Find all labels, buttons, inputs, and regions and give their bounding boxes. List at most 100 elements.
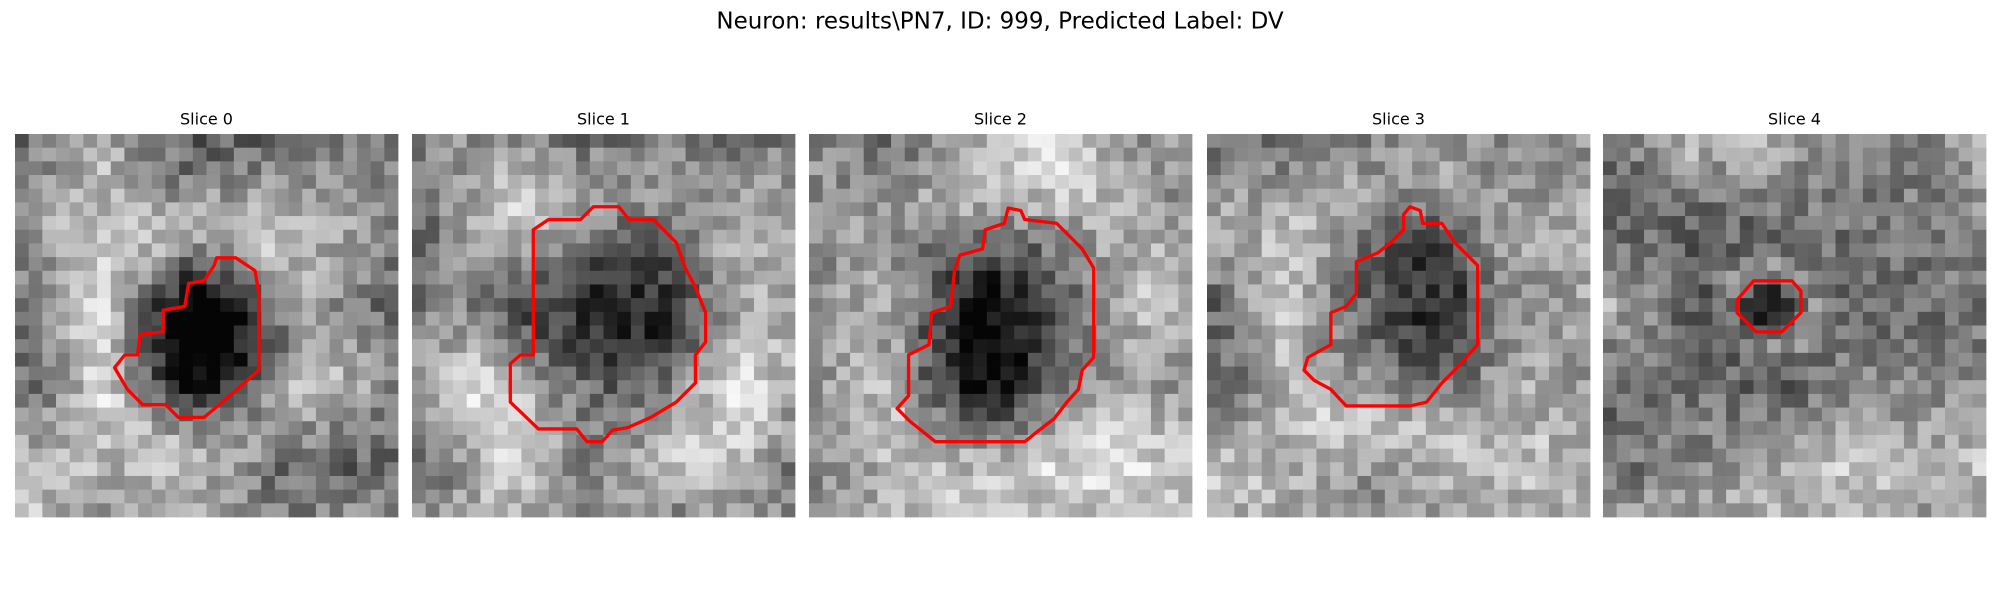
pixel bbox=[726, 339, 741, 354]
pixel bbox=[1055, 475, 1070, 491]
pixel bbox=[1698, 434, 1713, 449]
pixel bbox=[384, 202, 399, 217]
pixel bbox=[1753, 257, 1768, 272]
pixel bbox=[1234, 448, 1249, 463]
pixel bbox=[1055, 147, 1070, 162]
pixel bbox=[1862, 188, 1877, 203]
pixel bbox=[617, 393, 632, 408]
pixel bbox=[494, 216, 509, 231]
pixel bbox=[932, 325, 947, 340]
pixel bbox=[1972, 325, 1987, 340]
pixel bbox=[439, 257, 454, 272]
pixel bbox=[1576, 421, 1591, 436]
pixel bbox=[932, 380, 947, 395]
pixel bbox=[343, 475, 358, 491]
pixel bbox=[1109, 366, 1124, 381]
pixel bbox=[562, 175, 577, 190]
pixel bbox=[1944, 202, 1960, 217]
pixel bbox=[904, 161, 919, 176]
pixel bbox=[918, 380, 933, 395]
pixel bbox=[206, 448, 221, 463]
pixel bbox=[589, 161, 604, 176]
pixel bbox=[56, 229, 71, 244]
pixel bbox=[836, 257, 851, 272]
pixel bbox=[356, 229, 372, 244]
pixel bbox=[1712, 325, 1727, 340]
pixel bbox=[576, 161, 591, 176]
pixel bbox=[1616, 311, 1631, 326]
pixel bbox=[206, 188, 221, 203]
pixel bbox=[781, 489, 796, 504]
pixel bbox=[1164, 270, 1179, 285]
pixel bbox=[945, 175, 960, 190]
pixel bbox=[412, 421, 427, 436]
pixel bbox=[110, 489, 125, 504]
pixel bbox=[138, 243, 153, 258]
pixel bbox=[1698, 352, 1713, 367]
pixel bbox=[1123, 352, 1138, 367]
pixel bbox=[1398, 175, 1413, 190]
pixel bbox=[945, 243, 960, 258]
pixel bbox=[959, 489, 974, 504]
pixel bbox=[1780, 284, 1795, 299]
pixel bbox=[1671, 352, 1686, 367]
pixel bbox=[658, 325, 673, 340]
pixel bbox=[439, 298, 454, 313]
pixel bbox=[973, 448, 988, 463]
pixel bbox=[1302, 434, 1317, 449]
pixel bbox=[1261, 462, 1276, 477]
pixel bbox=[274, 352, 289, 367]
pixel bbox=[110, 257, 125, 272]
pixel bbox=[603, 352, 618, 367]
pixel bbox=[507, 489, 522, 504]
pixel bbox=[124, 475, 139, 491]
pixel bbox=[69, 161, 84, 176]
pixel bbox=[356, 325, 372, 340]
pixel bbox=[1096, 243, 1111, 258]
pixel bbox=[1739, 489, 1754, 504]
pixel bbox=[644, 434, 659, 449]
image-panel bbox=[15, 134, 399, 518]
pixel bbox=[1616, 175, 1631, 190]
pixel bbox=[1494, 462, 1509, 477]
pixel bbox=[685, 216, 700, 231]
pixel bbox=[1616, 434, 1631, 449]
pixel bbox=[1357, 243, 1372, 258]
pixel bbox=[42, 243, 57, 258]
pixel bbox=[1494, 393, 1509, 408]
pixel bbox=[356, 352, 372, 367]
pixel bbox=[644, 475, 659, 491]
pixel bbox=[1494, 216, 1509, 231]
pixel bbox=[439, 393, 454, 408]
pixel bbox=[1000, 188, 1015, 203]
pixel bbox=[1917, 298, 1932, 313]
pixel bbox=[1944, 325, 1960, 340]
pixel bbox=[1603, 202, 1618, 217]
pixel bbox=[1357, 311, 1372, 326]
pixel bbox=[1234, 216, 1249, 231]
pixel bbox=[1890, 421, 1905, 436]
pixel bbox=[1096, 202, 1111, 217]
pixel bbox=[151, 257, 166, 272]
pixel bbox=[918, 462, 933, 477]
pixel bbox=[1412, 503, 1427, 518]
pixel bbox=[740, 188, 755, 203]
pixel bbox=[1220, 366, 1235, 381]
pixel bbox=[562, 188, 577, 203]
pixel bbox=[671, 147, 686, 162]
pixel bbox=[589, 270, 604, 285]
pixel bbox=[1068, 325, 1083, 340]
pixel bbox=[1178, 421, 1193, 436]
pixel bbox=[1562, 270, 1577, 285]
pixel bbox=[986, 503, 1001, 518]
pixel bbox=[1178, 407, 1193, 422]
pixel bbox=[1316, 175, 1331, 190]
pixel bbox=[1453, 475, 1468, 491]
pixel bbox=[138, 434, 153, 449]
pixel bbox=[97, 393, 112, 408]
pixel bbox=[1862, 311, 1877, 326]
pixel bbox=[1398, 407, 1413, 422]
pixel bbox=[315, 257, 330, 272]
pixel bbox=[1562, 434, 1577, 449]
pixel bbox=[562, 462, 577, 477]
